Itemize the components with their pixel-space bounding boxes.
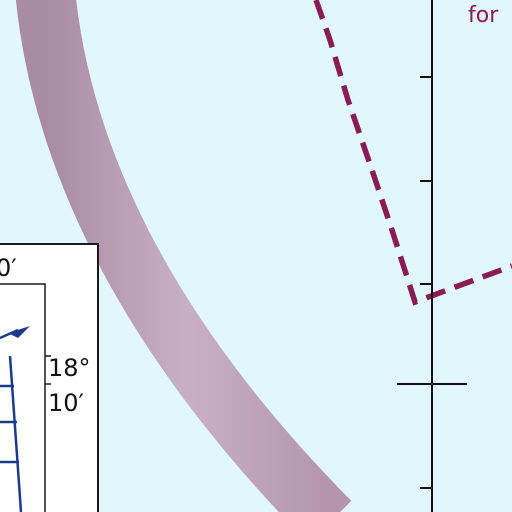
inset-top-label: 0′ [0, 254, 17, 282]
dashed-route-line [313, 0, 512, 306]
inset-lat-minute: 10′ [48, 389, 84, 417]
curved-band [15, 0, 352, 512]
inset-ticks [45, 355, 51, 385]
inset-map: 0′ 18° 10′ [0, 243, 99, 512]
map-label: for [468, 3, 499, 28]
inset-frame-inner [0, 283, 46, 512]
inset-arrow-icon [8, 326, 30, 338]
inset-lat-degree: 18° [48, 354, 91, 382]
inset-route [0, 328, 23, 512]
scale-axis [397, 0, 467, 512]
